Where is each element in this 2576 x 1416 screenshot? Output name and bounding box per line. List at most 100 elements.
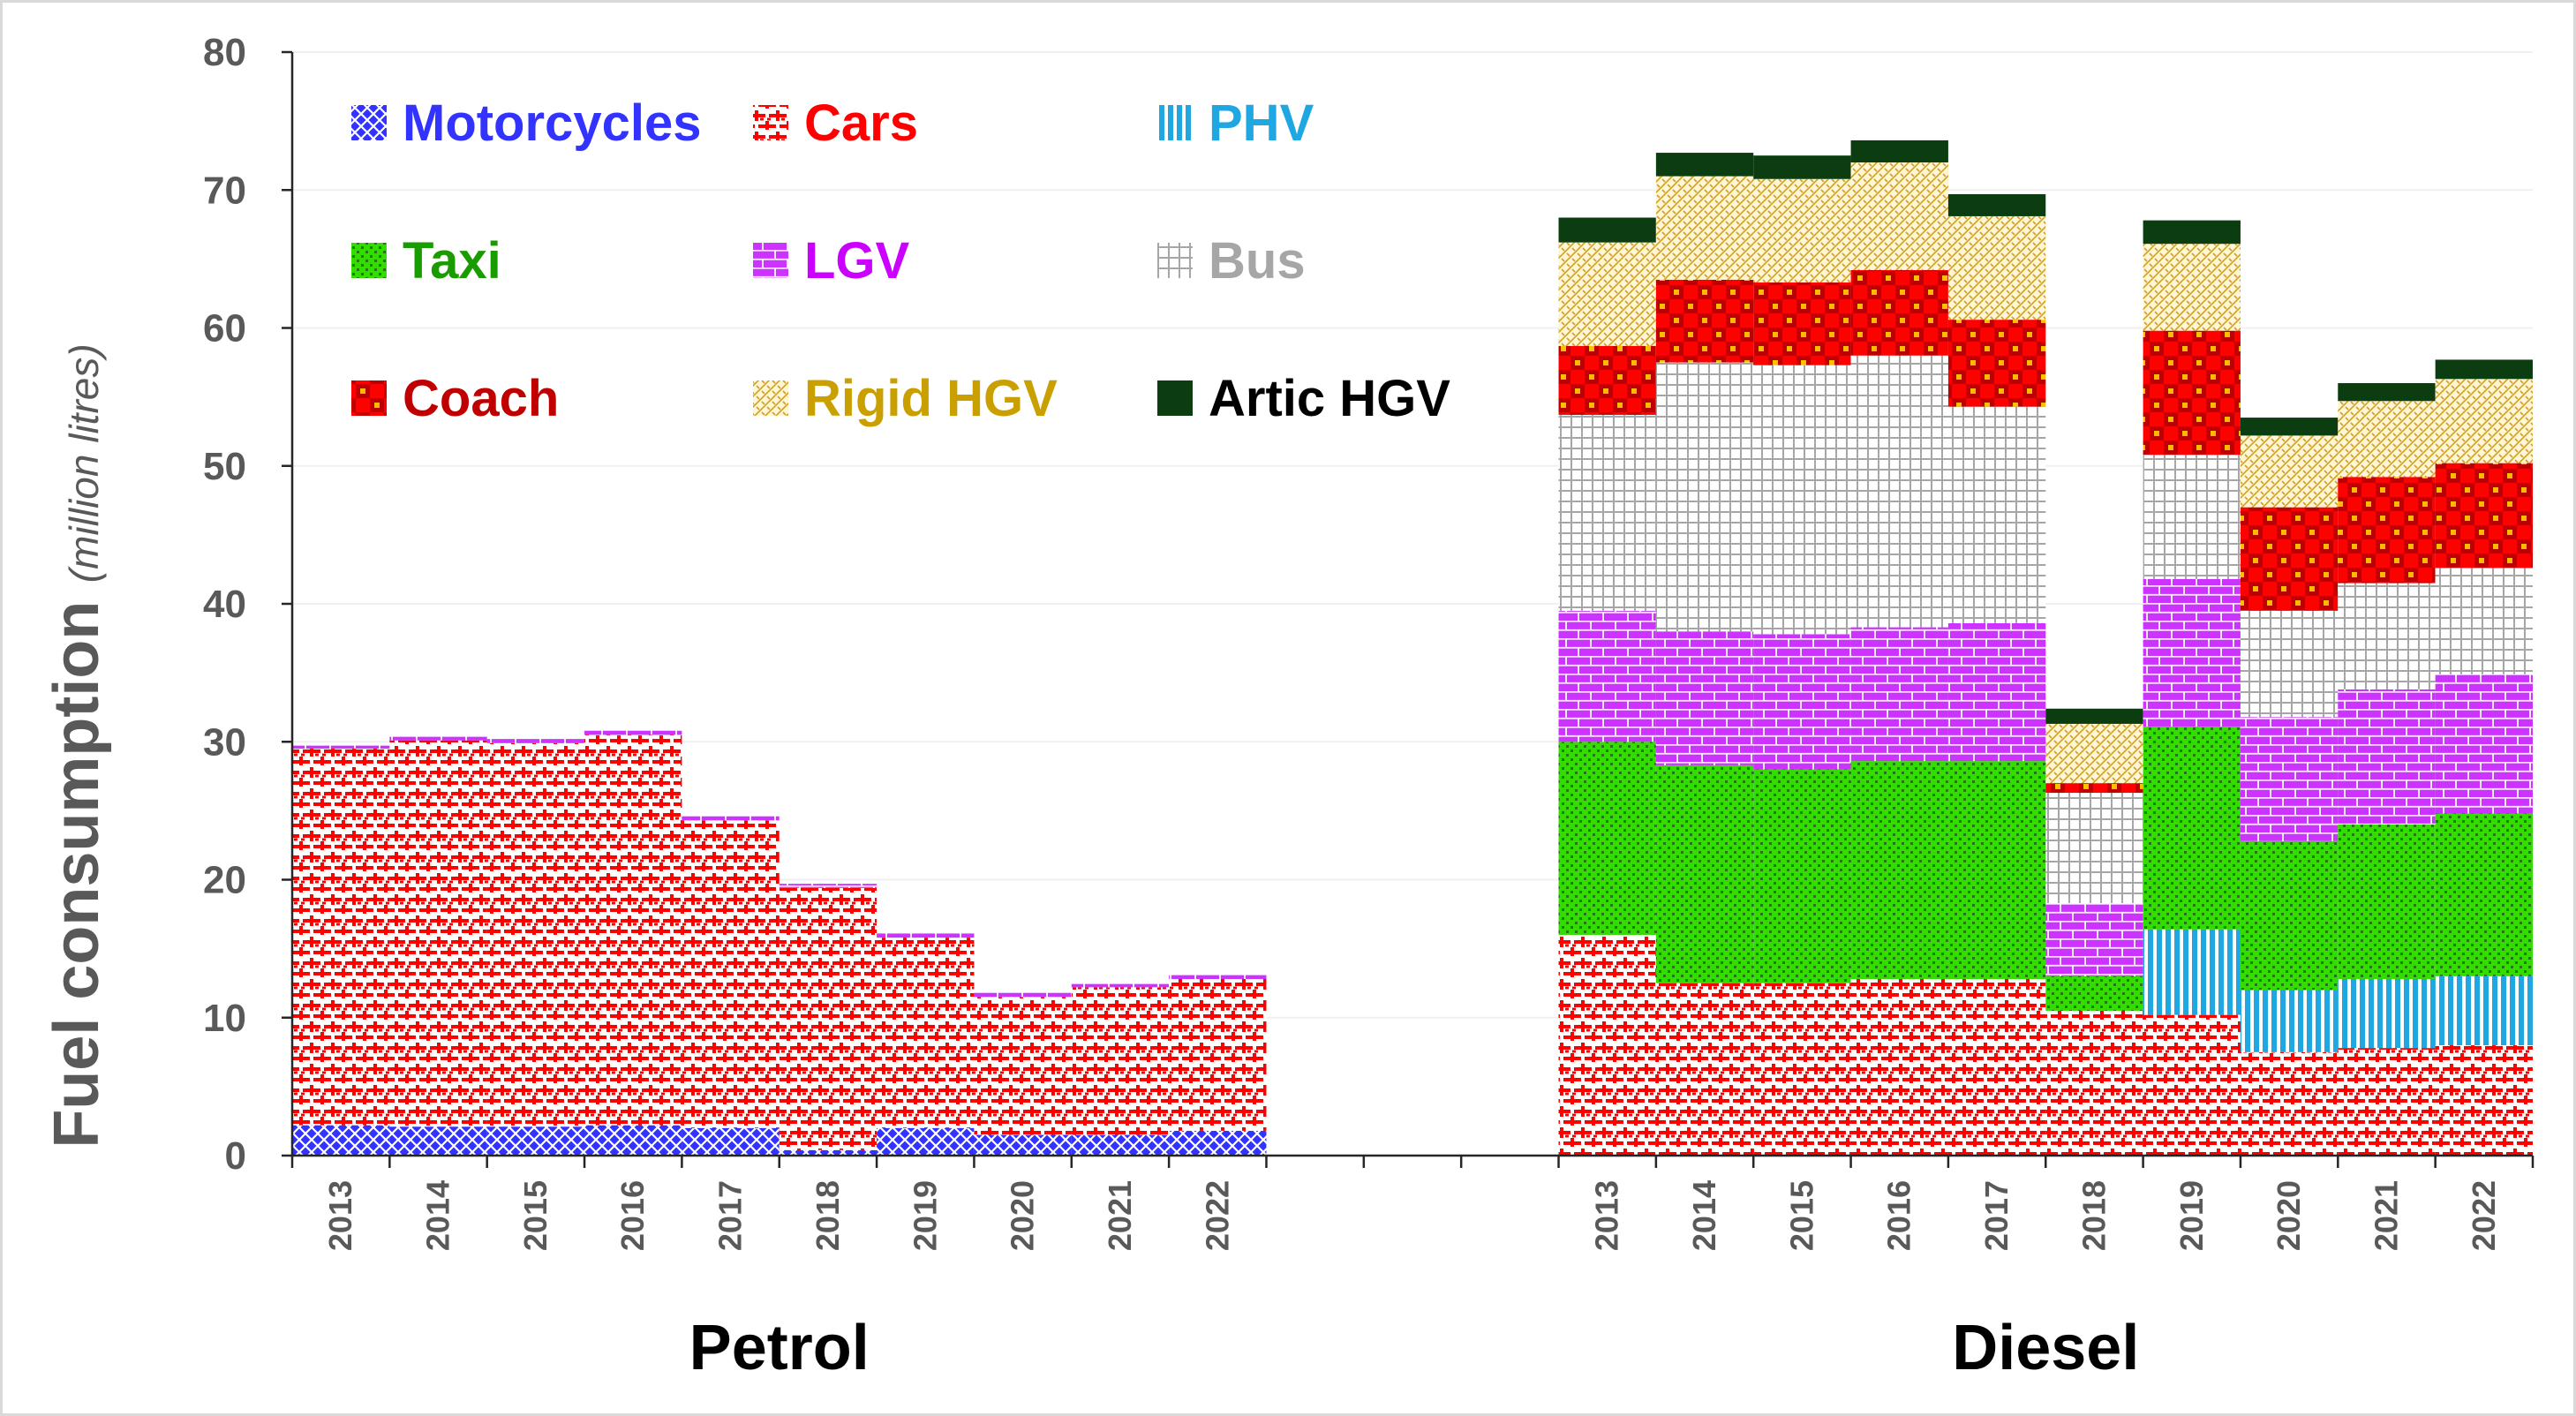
bar-segment-diesel-2020-artic-hgv bbox=[2240, 418, 2339, 436]
bar-segment-diesel-2022-artic-hgv bbox=[2435, 359, 2533, 380]
bar-segment-diesel-2021-taxi bbox=[2338, 825, 2436, 979]
bar-segment-diesel-2013-cars bbox=[1558, 935, 1656, 1156]
bar-segment-petrol-2014-motorcycles bbox=[389, 1126, 487, 1156]
group-labels: Petrol Diesel bbox=[689, 1313, 2140, 1383]
y-tick-label: 60 bbox=[203, 307, 246, 350]
bar-segment-diesel-2015-taxi bbox=[1753, 769, 1851, 983]
bar-segment-petrol-2022-cars bbox=[1169, 979, 1267, 1131]
y-tick-label: 40 bbox=[203, 583, 246, 626]
legend-swatch bbox=[1157, 243, 1193, 278]
bar-segment-diesel-2017-taxi bbox=[1947, 761, 2046, 980]
bar-segment-diesel-2016-artic-hgv bbox=[1850, 140, 1948, 162]
legend-label: Bus bbox=[1209, 232, 1306, 290]
bar-segment-petrol-2021-motorcycles bbox=[1071, 1134, 1170, 1156]
svg-text:Fuel consumption (mill: Fuel consumption (million litres) bbox=[41, 343, 112, 1148]
bar-segment-petrol-2013-lgv bbox=[292, 744, 390, 749]
legend-swatch bbox=[753, 243, 788, 278]
bar-segment-diesel-2021-lgv bbox=[2338, 689, 2436, 825]
bar-segment-diesel-2019-lgv bbox=[2143, 578, 2241, 727]
legend-swatch bbox=[1157, 380, 1193, 416]
y-tick-label: 0 bbox=[225, 1134, 246, 1178]
group-label-diesel: Diesel bbox=[1952, 1313, 2139, 1383]
bar-segment-petrol-2015-motorcycles bbox=[486, 1126, 585, 1156]
legend: Motorcycles Cars PHV Taxi LGV Bus Coach Rigid H… bbox=[351, 94, 1450, 427]
bar-segment-diesel-2021-bus bbox=[2338, 583, 2436, 689]
bar-segment-diesel-2019-coach bbox=[2143, 330, 2241, 456]
legend-item-lgv: LGV bbox=[753, 232, 910, 290]
x-tick-label-diesel-2021: 2021 bbox=[2369, 1180, 2405, 1251]
bar-segment-diesel-2020-rigid-hgv bbox=[2240, 435, 2339, 508]
bar-segment-diesel-2022-rigid-hgv bbox=[2435, 379, 2533, 463]
bar-segment-petrol-2020-lgv bbox=[974, 992, 1072, 998]
bar-segment-diesel-2013-bus bbox=[1558, 414, 1656, 611]
bar-segment-diesel-2015-bus bbox=[1753, 365, 1851, 635]
bar-segment-petrol-2022-motorcycles bbox=[1169, 1130, 1267, 1156]
bar-segment-diesel-2022-lgv bbox=[2435, 674, 2533, 814]
legend-label: Coach bbox=[403, 370, 559, 427]
x-tick-label-diesel-2022: 2022 bbox=[2466, 1180, 2502, 1251]
bar-segment-diesel-2020-coach bbox=[2240, 507, 2339, 611]
bar-segment-diesel-2017-coach bbox=[1947, 320, 2046, 407]
bar-segment-diesel-2019-cars bbox=[2143, 1014, 2241, 1156]
bar-segment-diesel-2014-rigid-hgv bbox=[1655, 176, 1754, 280]
bar-segment-diesel-2016-taxi bbox=[1850, 761, 1948, 980]
bar-segment-diesel-2021-phv bbox=[2338, 979, 2436, 1049]
bar-segment-diesel-2015-rigid-hgv bbox=[1753, 178, 1851, 282]
x-tick-label-petrol-2013: 2013 bbox=[322, 1180, 358, 1251]
axes: 0 10 20 30 40 50 60 70 80 2013 2014 2015 2016 2017 201… bbox=[203, 31, 2535, 1251]
bar-segment-petrol-2018-motorcycles bbox=[779, 1149, 877, 1156]
bar-segment-diesel-2018-coach bbox=[2045, 783, 2143, 794]
bar-segment-petrol-2017-cars bbox=[682, 820, 780, 1128]
legend-label: Taxi bbox=[403, 232, 501, 290]
legend-swatch bbox=[351, 105, 387, 140]
bar-segment-diesel-2020-bus bbox=[2240, 610, 2339, 718]
bar-segment-diesel-2018-cars bbox=[2045, 1010, 2143, 1156]
legend-item-cars: Cars bbox=[753, 94, 918, 152]
bar-segment-diesel-2019-bus bbox=[2143, 455, 2241, 579]
legend-item-rigid-hgv: Rigid HGV bbox=[753, 370, 1058, 427]
bar-segment-petrol-2019-lgv bbox=[877, 933, 975, 938]
bar-segment-diesel-2018-lgv bbox=[2045, 903, 2143, 976]
bar-segment-diesel-2014-cars bbox=[1655, 983, 1754, 1156]
y-axis-title: Fuel consumption bbox=[41, 601, 112, 1149]
bar-segment-diesel-2014-bus bbox=[1655, 362, 1754, 632]
bar-segment-diesel-2019-rigid-hgv bbox=[2143, 244, 2241, 331]
bar-segment-petrol-2013-motorcycles bbox=[292, 1125, 390, 1156]
bar-segment-diesel-2019-taxi bbox=[2143, 727, 2241, 930]
bar-segment-diesel-2013-coach bbox=[1558, 345, 1656, 415]
legend-swatch bbox=[351, 243, 387, 278]
x-tick-label-diesel-2013: 2013 bbox=[1589, 1180, 1625, 1251]
bar-segment-petrol-2019-cars bbox=[877, 938, 975, 1128]
legend-item-artic-hgv: Artic HGV bbox=[1157, 370, 1450, 427]
bar-segment-diesel-2015-lgv bbox=[1753, 634, 1851, 770]
bar-segment-petrol-2020-cars bbox=[974, 997, 1072, 1135]
bar-segment-diesel-2013-rigid-hgv bbox=[1558, 242, 1656, 346]
bar-segment-diesel-2017-rigid-hgv bbox=[1947, 215, 2046, 320]
legend-item-coach: Coach bbox=[351, 370, 559, 427]
x-tick-label-petrol-2020: 2020 bbox=[1005, 1180, 1041, 1251]
bar-segment-petrol-2016-lgv bbox=[584, 730, 682, 735]
bar-segment-diesel-2014-lgv bbox=[1655, 631, 1754, 765]
bar-segment-diesel-2020-taxi bbox=[2240, 840, 2339, 990]
bar-segment-petrol-2016-motorcycles bbox=[584, 1125, 682, 1156]
stacked-bar-chart: 0 10 20 30 40 50 60 70 80 2013 2014 2015 2016 2017 201… bbox=[41, 31, 2535, 1383]
bar-segment-diesel-2021-cars bbox=[2338, 1048, 2436, 1156]
y-tick-label: 50 bbox=[203, 445, 246, 488]
bar-segment-petrol-2016-cars bbox=[584, 734, 682, 1126]
x-tick-label-petrol-2022: 2022 bbox=[1199, 1180, 1235, 1251]
bar-segment-diesel-2022-taxi bbox=[2435, 813, 2533, 976]
bar-segment-diesel-2013-taxi bbox=[1558, 742, 1656, 935]
bar-segment-diesel-2017-lgv bbox=[1947, 622, 2046, 762]
bar-segment-petrol-2021-cars bbox=[1071, 987, 1170, 1135]
bar-segment-diesel-2019-phv bbox=[2143, 929, 2241, 1015]
x-tick-label-petrol-2015: 2015 bbox=[517, 1180, 554, 1251]
bar-segment-petrol-2015-lgv bbox=[486, 739, 585, 743]
legend-swatch bbox=[351, 380, 387, 416]
bar-segment-petrol-2015-cars bbox=[486, 742, 585, 1127]
x-tick-label-diesel-2016: 2016 bbox=[1881, 1180, 1917, 1251]
y-tick-label: 30 bbox=[203, 720, 246, 764]
x-tick-label-diesel-2018: 2018 bbox=[2075, 1180, 2112, 1251]
x-tick-label-diesel-2015: 2015 bbox=[1783, 1180, 1819, 1251]
bar-segment-diesel-2022-coach bbox=[2435, 463, 2533, 569]
bar-segment-diesel-2014-artic-hgv bbox=[1655, 153, 1754, 177]
